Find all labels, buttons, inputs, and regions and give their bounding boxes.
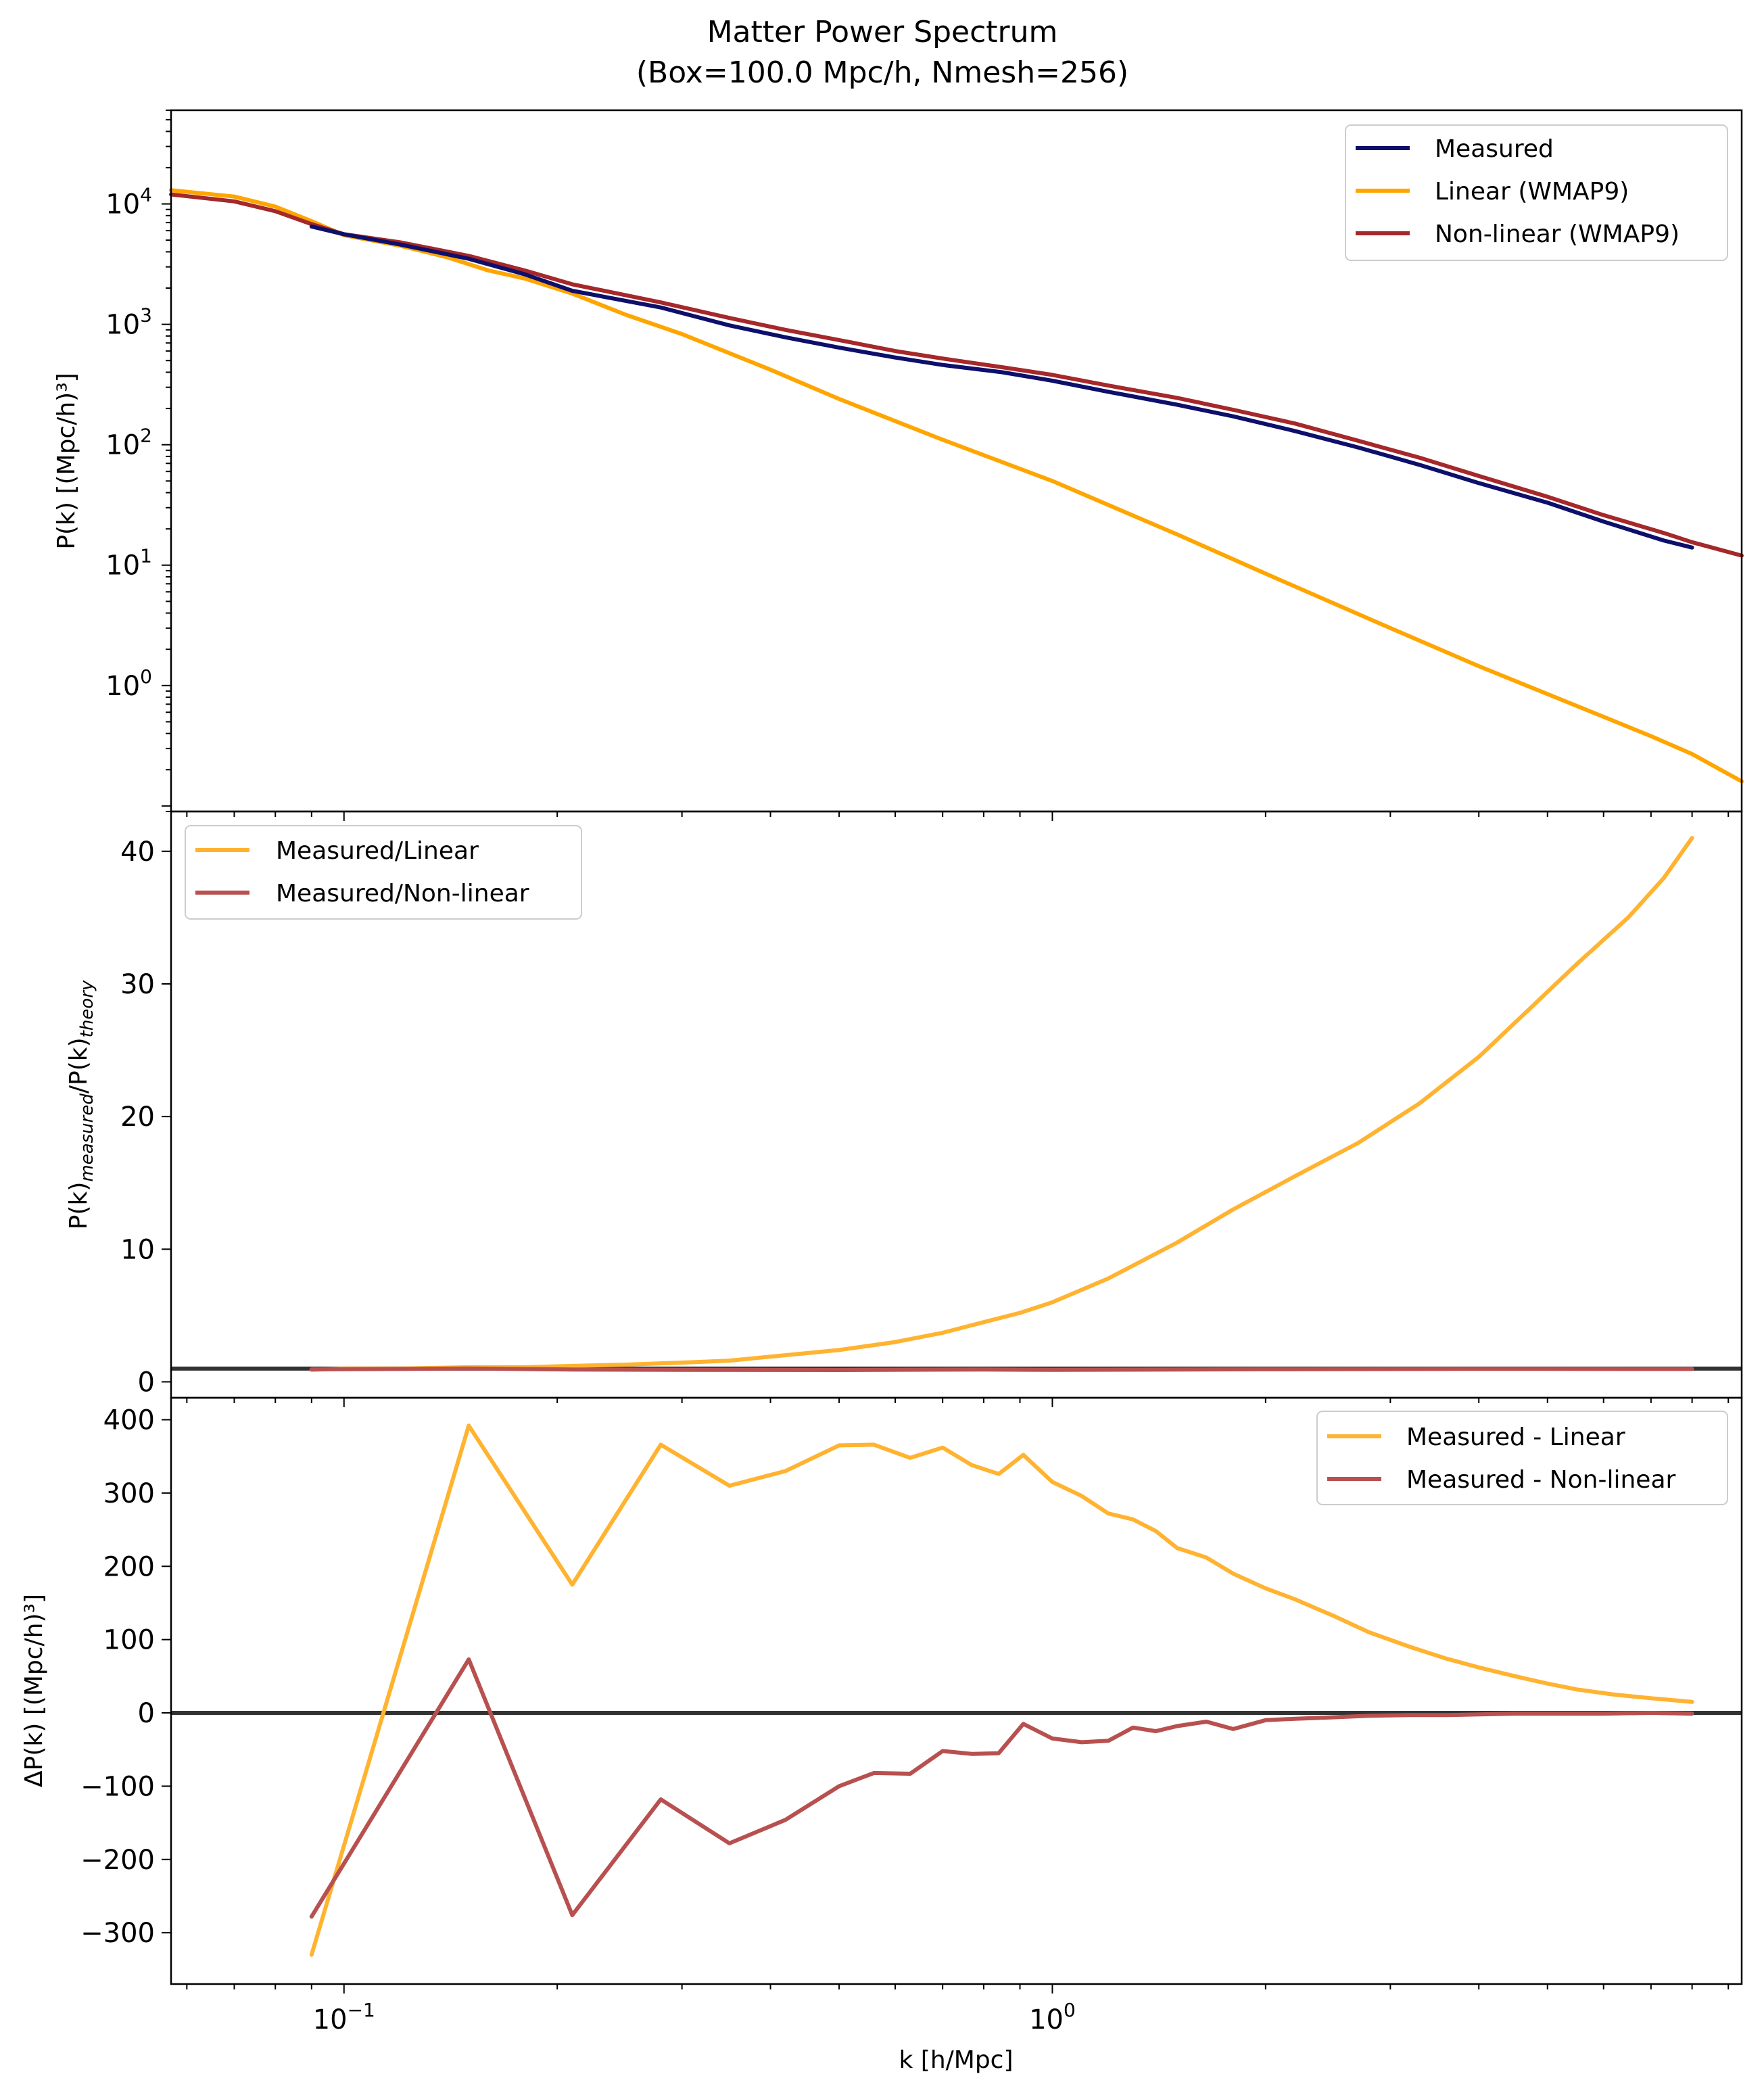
power-spectrum-y-tick-label: 100 — [105, 665, 152, 702]
power-spectrum-legend-box — [1345, 124, 1728, 261]
ratio-ticks: 0 10 20 30 40 — [120, 836, 1730, 1407]
ratio-series-ratio_nonlinear — [309, 1366, 1694, 1372]
difference-series-ratio_linear — [309, 1423, 1694, 1957]
difference-y-tick-label: 0 — [138, 1698, 155, 1729]
ratio-series-ratio_linear — [309, 836, 1694, 1372]
power-spectrum-ylabel: P(k) [(Mpc/h)³] — [53, 373, 80, 549]
legend-label-linear: Linear (WMAP9) — [1435, 178, 1629, 206]
tick-base: 10 — [105, 671, 140, 702]
ratio-y-tick-label: 10 — [120, 1234, 155, 1265]
power-spectrum-y-tick-label: 104 — [105, 184, 152, 220]
difference-y-tick-label: 300 — [103, 1478, 155, 1509]
legend-label-nonlinear: Non-linear (WMAP9) — [1435, 220, 1679, 248]
power-spectrum-y-tick-label: 103 — [105, 304, 152, 341]
power-spectrum-lines — [169, 188, 1744, 784]
x-axis-label: k [h/Mpc] — [899, 2046, 1013, 2074]
ratio-ylabel-mid: /P(k) — [65, 1037, 93, 1093]
tick-exponent: 1 — [140, 545, 152, 567]
tick-base: 10 — [105, 310, 140, 341]
ratio-ylabel: P(k)measured/P(k)theory — [65, 980, 97, 1229]
ratio-ylabel-sub1: measured — [77, 1093, 97, 1182]
x-tick-label: 10−1 — [313, 1999, 375, 2035]
difference-ylabel: ΔP(k) [(Mpc/h)³] — [20, 1594, 48, 1787]
difference-legend: Measured - Linear Measured - Non-linear — [1316, 1411, 1728, 1505]
difference-y-tick-label: −200 — [80, 1845, 155, 1876]
power-spectrum-legend: Measured Linear (WMAP9) Non-linear (WMAP… — [1345, 124, 1728, 261]
legend-label-ratio-nonlinear: Measured/Non-linear — [276, 880, 529, 907]
tick-exponent: 4 — [140, 184, 152, 206]
power-spectrum-y-tick-label: 101 — [105, 545, 152, 582]
legend-label-diff-linear: Measured - Linear — [1406, 1423, 1625, 1451]
tick-base: 10 — [105, 550, 140, 582]
difference-y-tick-label: 400 — [103, 1405, 155, 1436]
ratio-legend: Measured/Linear Measured/Non-linear — [185, 825, 582, 920]
legend-label-ratio-linear: Measured/Linear — [276, 837, 479, 865]
ratio-ylabel-main: P(k) — [65, 1182, 93, 1230]
difference-legend-box — [1316, 1411, 1728, 1505]
difference-y-tick-label: 200 — [103, 1551, 155, 1582]
ratio-legend-box — [185, 825, 582, 920]
power-spectrum-y-tick-label: 102 — [105, 425, 152, 461]
ratio-y-tick-label: 30 — [120, 969, 155, 1000]
tick-base: 10 — [1029, 2004, 1064, 2035]
power-spectrum-series-measured — [309, 224, 1694, 550]
tick-base: 10 — [313, 2004, 348, 2035]
x-tick-label: 100 — [1029, 1999, 1076, 2035]
ratio-y-tick-label: 40 — [120, 836, 155, 868]
ratio-y-tick-label: 20 — [120, 1102, 155, 1133]
legend-label-measured: Measured — [1435, 135, 1554, 163]
figure-title-line1: Matter Power Spectrum — [707, 15, 1058, 49]
ratio-panel: 0 10 20 30 40 P(k)measured/P(k)theory Measur… — [65, 810, 1743, 1407]
tick-base: 10 — [105, 189, 140, 220]
difference-y-tick-label: −100 — [80, 1771, 155, 1802]
tick-exponent: 0 — [1064, 1999, 1076, 2021]
difference-lines — [171, 1423, 1742, 1957]
ratio-y-tick-label: 0 — [138, 1367, 155, 1398]
ratio-lines — [171, 836, 1742, 1372]
tick-exponent: 0 — [140, 665, 152, 688]
tick-exponent: −1 — [348, 1999, 375, 2021]
figure-title-line2: (Box=100.0 Mpc/h, Nmesh=256) — [636, 55, 1128, 90]
tick-exponent: 2 — [140, 425, 152, 447]
ratio-ylabel-sub2: theory — [77, 980, 97, 1037]
tick-exponent: 3 — [140, 304, 152, 327]
difference-series-ratio_nonlinear — [309, 1657, 1694, 1919]
difference-y-tick-label: 100 — [103, 1625, 155, 1656]
difference-axes-frame — [170, 1396, 1743, 1985]
tick-base: 10 — [105, 430, 140, 461]
legend-label-diff-nonlinear: Measured - Non-linear — [1406, 1466, 1676, 1494]
difference-y-tick-label: −300 — [80, 1918, 155, 1949]
